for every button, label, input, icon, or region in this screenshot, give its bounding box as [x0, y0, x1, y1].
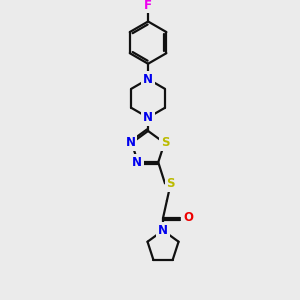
Text: N: N [126, 136, 136, 149]
Text: N: N [143, 73, 153, 85]
Text: O: O [183, 212, 193, 224]
Text: N: N [158, 224, 168, 237]
Text: F: F [144, 0, 152, 12]
Text: N: N [132, 156, 142, 169]
Text: S: S [161, 136, 170, 149]
Text: N: N [143, 111, 153, 124]
Text: S: S [167, 177, 175, 190]
